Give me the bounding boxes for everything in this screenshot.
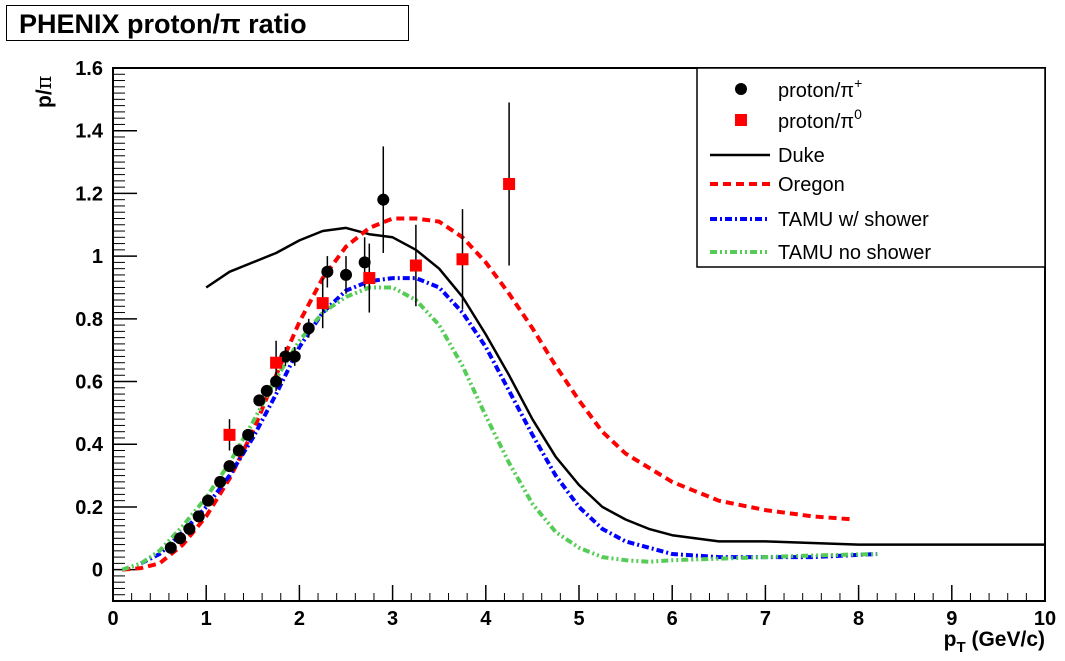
legend-label: proton/π0 xyxy=(778,106,862,133)
legend-label: TAMU no shower xyxy=(778,242,931,264)
curve-duke xyxy=(205,226,1045,546)
y-tick-label: 0 xyxy=(92,560,103,582)
data-point-circle xyxy=(260,384,273,397)
x-tick-label: 3 xyxy=(387,608,398,630)
legend-marker-square xyxy=(735,114,747,126)
data-point-circle xyxy=(202,494,215,507)
data-point-square xyxy=(316,297,329,310)
data-point-circle xyxy=(377,193,390,206)
legend-label: TAMU w/ shower xyxy=(778,209,929,231)
y-tick-label: 0.6 xyxy=(75,372,103,394)
data-point-circle xyxy=(253,394,266,407)
y-tick-label: 1.2 xyxy=(75,183,103,205)
x-tick-label: 9 xyxy=(946,608,957,630)
data-point-circle xyxy=(174,532,187,545)
y-tick-label: 1 xyxy=(92,246,103,268)
data-point-circle xyxy=(214,475,227,488)
data-point-circle xyxy=(279,350,292,363)
x-axis-label: pT (GeV/c) xyxy=(944,628,1045,656)
y-tick-label: 0.8 xyxy=(75,309,103,331)
legend-label: proton/π+ xyxy=(778,75,862,102)
data-point-circle xyxy=(242,428,255,441)
legend-label: Oregon xyxy=(778,174,845,196)
data-point-circle xyxy=(192,510,205,523)
data-point-circle xyxy=(358,256,371,269)
curve-tamu-no-shower xyxy=(121,285,878,572)
data-point-circle xyxy=(288,350,301,363)
legend: proton/π+ proton/π0 Duke Oregon TAMU w/ show… xyxy=(696,67,1046,268)
x-tick-label: 5 xyxy=(573,608,584,630)
x-tick-label: 0 xyxy=(107,608,118,630)
data-point-circle xyxy=(302,322,315,335)
x-tick-label: 1 xyxy=(201,608,212,630)
x-tick-label: 8 xyxy=(853,608,864,630)
x-tick-label: 4 xyxy=(480,608,492,630)
curve-tamu-w-shower xyxy=(140,276,878,566)
x-tick-label: 2 xyxy=(294,608,305,630)
data-points xyxy=(164,102,516,554)
data-point-circle xyxy=(232,444,245,457)
data-point-square xyxy=(456,253,469,266)
x-tick-label: 7 xyxy=(760,608,771,630)
y-tick-label: 1.4 xyxy=(75,121,104,143)
data-point-square xyxy=(270,356,283,369)
x-tick-label: 10 xyxy=(1034,608,1056,630)
chart-title-box: PHENIX proton/π ratio xyxy=(6,5,409,41)
data-point-square xyxy=(409,259,422,272)
y-tick-label: 1.6 xyxy=(75,58,103,80)
curve-oregon xyxy=(122,216,855,572)
model-curves xyxy=(121,216,1045,572)
legend-marker-circle xyxy=(735,83,747,95)
y-tick-label: 0.2 xyxy=(75,497,103,519)
data-point-square xyxy=(223,428,236,441)
data-point-square xyxy=(363,272,376,285)
legend-label: Duke xyxy=(778,145,825,167)
x-tick-label: 6 xyxy=(667,608,678,630)
y-axis-label: p/π xyxy=(32,75,56,108)
data-point-circle xyxy=(340,268,352,281)
data-point-circle xyxy=(183,522,196,535)
data-point-circle xyxy=(321,265,334,278)
data-point-circle xyxy=(223,460,236,473)
data-point-circle xyxy=(164,541,177,554)
axes: 0 1 2 3 4 5 6 7 8 9 10 0 0.2 0.4 0.6 0.8 1 1.2 1.4 1.6 pT (G… xyxy=(32,58,1056,656)
legend-box xyxy=(696,67,1046,268)
y-tick-label: 0.4 xyxy=(75,434,104,456)
chart-title: PHENIX proton/π ratio xyxy=(19,9,307,39)
data-point-square xyxy=(503,178,516,191)
